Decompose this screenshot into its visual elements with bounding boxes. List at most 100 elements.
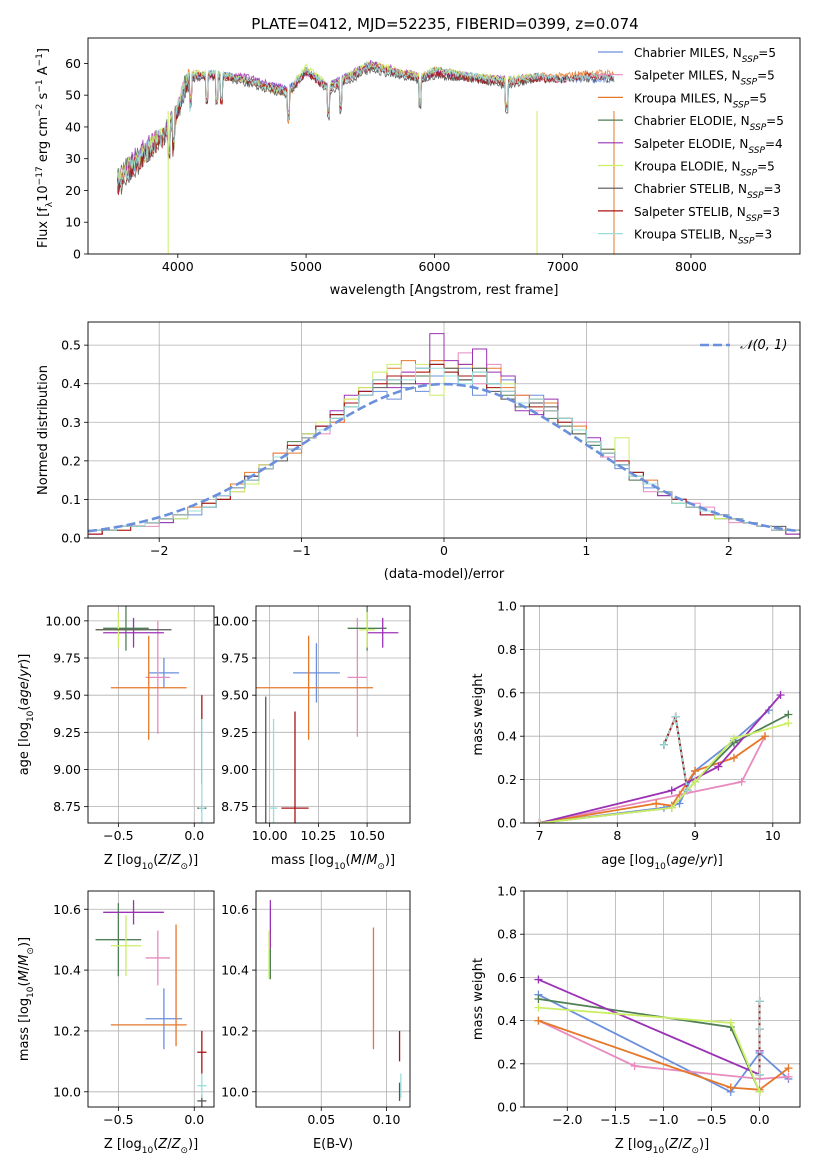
massweight-marker bbox=[784, 710, 793, 719]
massweight-marker bbox=[784, 719, 793, 728]
label-part: 10 bbox=[654, 862, 666, 872]
plot-area bbox=[268, 900, 402, 1101]
y-tick-label: 9.00 bbox=[221, 762, 249, 777]
massweight-marker bbox=[761, 732, 770, 741]
y-tick-label: 0.2 bbox=[497, 1056, 517, 1071]
plot-area bbox=[535, 690, 793, 823]
legend-label: Salpeter MILES, NSSP=5 bbox=[634, 69, 775, 88]
label-part: 10 bbox=[142, 862, 154, 872]
y-tick-label: 9.25 bbox=[221, 725, 249, 740]
legend-label-text: Salpeter STELIB, N bbox=[634, 205, 746, 219]
label-part: )] bbox=[17, 654, 32, 664]
label-part: 10 bbox=[142, 1146, 154, 1156]
x-tick-label: 10 bbox=[765, 828, 781, 843]
label-part: 10 bbox=[26, 986, 36, 998]
axes-frame bbox=[255, 890, 411, 1108]
label-part: mass [log bbox=[271, 853, 334, 868]
y-tick-label: 0.0 bbox=[61, 531, 81, 546]
label-part: Z bbox=[157, 853, 168, 868]
legend-label-sub: SSP bbox=[733, 100, 750, 110]
plot-area bbox=[534, 975, 793, 1096]
label-part: / bbox=[167, 853, 172, 868]
legend-label-sub: SSP bbox=[747, 191, 764, 201]
y-tick-label: 0.0 bbox=[497, 816, 517, 831]
y-tick-label: 8.75 bbox=[53, 799, 81, 814]
y-tick-label: 9.50 bbox=[221, 688, 249, 703]
y-axis-label: Flux [fλ10−17 erg cm−2 s−1 A−1] bbox=[35, 48, 55, 248]
plot-area bbox=[256, 606, 399, 823]
y-tick-label: 0.0 bbox=[497, 1100, 517, 1115]
x-tick-label: 10.00 bbox=[252, 828, 288, 843]
x-tick-label: 10.50 bbox=[349, 828, 385, 843]
y-axis-label: mass weight bbox=[471, 958, 486, 1040]
x-tick-label: 0.05 bbox=[307, 1112, 335, 1127]
label-part: ( bbox=[17, 706, 32, 711]
x-tick-label: 0.10 bbox=[373, 1112, 401, 1127]
label-part: A bbox=[36, 66, 51, 79]
panel-spectrum: 4000 5000 6000 7000 8000 0 10 20 30 40 50 60 PLATE=0… bbox=[35, 15, 801, 298]
y-tick-label: 0.4 bbox=[497, 729, 517, 744]
legend-label-sub: SSP bbox=[750, 123, 767, 133]
label-part: erg cm bbox=[36, 117, 51, 166]
massweight-marker bbox=[729, 753, 738, 762]
y-tick-label: 0 bbox=[73, 247, 81, 262]
y-tick-label: 60 bbox=[65, 56, 81, 71]
label-part: Z bbox=[157, 1137, 168, 1152]
label-part: )] bbox=[188, 853, 198, 868]
massweight-marker bbox=[737, 777, 746, 786]
gaussian-curve bbox=[88, 382, 800, 533]
x-tick-label: −0.5 bbox=[103, 1112, 133, 1127]
legend-label-n: =5 bbox=[757, 160, 775, 174]
label-part: mass [log bbox=[17, 998, 32, 1061]
y-tick-label: 40 bbox=[65, 119, 81, 134]
y-tick-label: 10.00 bbox=[45, 613, 81, 628]
x-tick-label: −2.0 bbox=[552, 1112, 582, 1127]
legend-label: Chabrier MILES, NSSP=5 bbox=[634, 46, 776, 65]
panel-residuals: −2 −1 0 1 2 0.0 0.1 0.2 0.3 0.4 0.5 (data-model)/er… bbox=[36, 321, 801, 582]
label-part: )] bbox=[17, 937, 32, 947]
x-tick-label: 2 bbox=[725, 543, 733, 558]
label-part: age bbox=[17, 681, 32, 705]
label-part: Z bbox=[171, 1137, 182, 1152]
legend-label: Chabrier ELODIE, NSSP=5 bbox=[634, 114, 784, 133]
legend-label-sub: SSP bbox=[738, 237, 755, 247]
label-part: Z [log bbox=[104, 1137, 142, 1152]
x-tick-label: 10.25 bbox=[300, 828, 336, 843]
legend-label-n: =5 bbox=[757, 69, 775, 83]
y-tick-label: 10.2 bbox=[221, 1023, 249, 1038]
label-part: ⊙ bbox=[26, 947, 36, 955]
x-axis-label: age [log10(age/yr)] bbox=[601, 853, 723, 872]
x-tick-label: 8 bbox=[613, 828, 621, 843]
massweight-marker bbox=[534, 975, 543, 984]
massweight-line bbox=[539, 735, 766, 823]
y-tick-label: 9.25 bbox=[53, 725, 81, 740]
label-part: Z [log bbox=[615, 1137, 653, 1152]
x-axis-label: Z [log10(Z/Z⊙)] bbox=[615, 1137, 709, 1156]
x-tick-label: 0.0 bbox=[184, 1112, 204, 1127]
label-part: yr bbox=[17, 662, 32, 678]
axes-frame bbox=[255, 605, 411, 824]
label-part: / bbox=[678, 1137, 683, 1152]
x-tick-label: 6000 bbox=[418, 259, 450, 274]
y-tick-label: 10.6 bbox=[53, 902, 81, 917]
y-tick-label: 0.8 bbox=[497, 642, 517, 657]
label-part: 10 bbox=[653, 1146, 665, 1156]
axes-frame bbox=[87, 37, 801, 255]
massweight-marker bbox=[714, 762, 723, 771]
label-part: ( bbox=[17, 981, 32, 986]
y-tick-label: 10 bbox=[65, 215, 81, 230]
y-tick-label: 10.6 bbox=[221, 902, 249, 917]
label-part: ⊙ bbox=[377, 862, 385, 872]
axes-frame bbox=[87, 321, 801, 539]
histogram-step bbox=[88, 367, 800, 538]
x-tick-label: −0.5 bbox=[103, 828, 133, 843]
label-part: age [log bbox=[17, 722, 32, 775]
label-part: E(B-V) bbox=[313, 1137, 353, 1152]
panel-mass_vs_EBV: 0.05 0.10 10.0 10.2 10.4 10.6 E(B-V) bbox=[221, 890, 411, 1152]
plot-area bbox=[95, 606, 207, 823]
legend-label-text: Kroupa STELIB, N bbox=[634, 228, 738, 242]
legend-label-n: =5 bbox=[758, 46, 776, 60]
legend-label-text: Kroupa ELODIE, N bbox=[634, 160, 741, 174]
